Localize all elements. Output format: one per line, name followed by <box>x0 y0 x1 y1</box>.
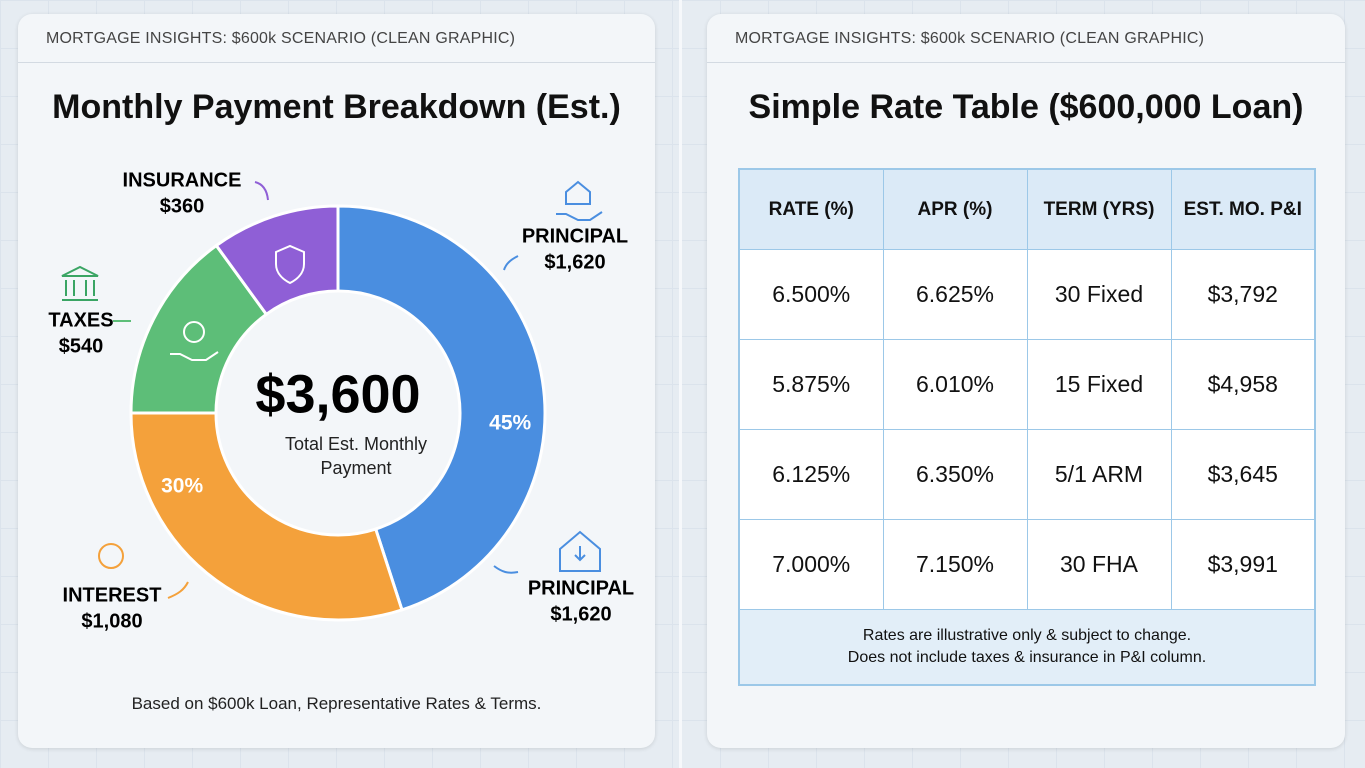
slice-label: INTEREST <box>63 584 162 606</box>
table-cell: 6.125% <box>738 429 884 520</box>
arrow <box>254 181 269 201</box>
column-header: EST. MO. P&I <box>1170 168 1316 250</box>
chart-title: Monthly Payment Breakdown (Est.) <box>52 88 621 126</box>
table-cell: 15 Fixed <box>1026 339 1172 430</box>
column-header: TERM (YRS) <box>1026 168 1172 250</box>
chart-card: MORTGAGE INSIGHTS: $600k SCENARIO (CLEAN… <box>18 14 655 748</box>
dollar-icon <box>183 321 205 343</box>
table-row: 7.000% 7.150% 30 FHA $3,991 <box>738 519 1316 610</box>
card-header: MORTGAGE INSIGHTS: $600k SCENARIO (CLEAN… <box>735 30 1205 47</box>
center-total: $3,600 <box>255 364 420 424</box>
table-cell: 6.010% <box>882 339 1028 430</box>
table-cell: 7.150% <box>882 519 1028 610</box>
table-cell: 6.350% <box>882 429 1028 520</box>
slice-label: TAXES <box>48 309 113 331</box>
arrow <box>503 255 519 271</box>
table-row: 5.875% 6.010% 15 Fixed $4,958 <box>738 339 1316 430</box>
percent-label: 30% <box>161 474 203 497</box>
table-note: Rates are illustrative only & subject to… <box>862 627 1192 644</box>
shield-icon <box>275 244 305 285</box>
footnote: Based on $600k Loan, Representative Rate… <box>131 694 542 713</box>
table-cell: 5/1 ARM <box>1026 429 1172 520</box>
slice-value: $360 <box>160 195 205 217</box>
column-header: APR (%) <box>882 168 1028 250</box>
slice-value: $1,080 <box>81 610 142 632</box>
table-row: 6.500% 6.625% 30 Fixed $3,792 <box>738 249 1316 340</box>
slice-label: PRINCIPAL <box>522 225 628 247</box>
table-cell: 6.500% <box>738 249 884 340</box>
slice-label: INSURANCE <box>123 169 242 191</box>
slice <box>336 204 547 612</box>
card-header: MORTGAGE INSIGHTS: $600k SCENARIO (CLEAN… <box>46 30 516 47</box>
divider <box>707 62 1345 63</box>
slice-value: $540 <box>59 335 104 357</box>
house-icon <box>559 530 601 572</box>
annotation: PRINCIPAL <box>528 577 634 599</box>
house-icon <box>556 180 603 221</box>
table-cell: $4,958 <box>1170 339 1316 430</box>
table-cell: $3,645 <box>1170 429 1316 520</box>
table-cell: 30 FHA <box>1026 519 1172 610</box>
slice <box>129 411 404 622</box>
icons <box>61 180 603 599</box>
table-note: Does not include taxes & insurance in P&… <box>847 649 1207 666</box>
table-cell: 30 Fixed <box>1026 249 1172 340</box>
annotation: $1,620 <box>550 603 611 625</box>
table-card: MORTGAGE INSIGHTS: $600k SCENARIO (CLEAN… <box>707 14 1345 748</box>
table-cell: $3,991 <box>1170 519 1316 610</box>
arrow <box>167 581 189 599</box>
slice <box>214 204 340 317</box>
table-cell: 5.875% <box>738 339 884 430</box>
percent-label: 45% <box>489 411 531 434</box>
slices <box>129 204 547 622</box>
note-row: Rates are illustrative only & subject to… <box>738 609 1316 686</box>
bank-icon <box>61 265 99 301</box>
column-header: RATE (%) <box>738 168 884 250</box>
table-cell: 6.625% <box>882 249 1028 340</box>
table-cell: 7.000% <box>738 519 884 610</box>
separator <box>679 0 682 768</box>
slice-value: $1,620 <box>544 251 605 273</box>
note-cell: Rates are illustrative only & subject to… <box>738 609 1316 686</box>
center-caption: Total Est. Monthly Payment <box>284 434 428 478</box>
rate-table: RATE (%) APR (%) TERM (YRS) EST. MO. P&I 6.5… <box>738 168 1316 686</box>
table-cell: $3,792 <box>1170 249 1316 340</box>
hand-icon <box>170 351 219 361</box>
arrow <box>493 565 519 574</box>
table-row: 6.125% 6.350% 5/1 ARM $3,645 <box>738 429 1316 520</box>
exchange-icon <box>98 543 124 569</box>
chart: 45% 30% PRINCIPAL $1,620 INTEREST $1,080 TAXES… <box>48 169 634 632</box>
divider <box>18 62 655 63</box>
header-row: RATE (%) APR (%) TERM (YRS) EST. MO. P&I <box>738 168 1316 250</box>
table-title: Simple Rate Table ($600,000 Loan) <box>748 88 1304 126</box>
